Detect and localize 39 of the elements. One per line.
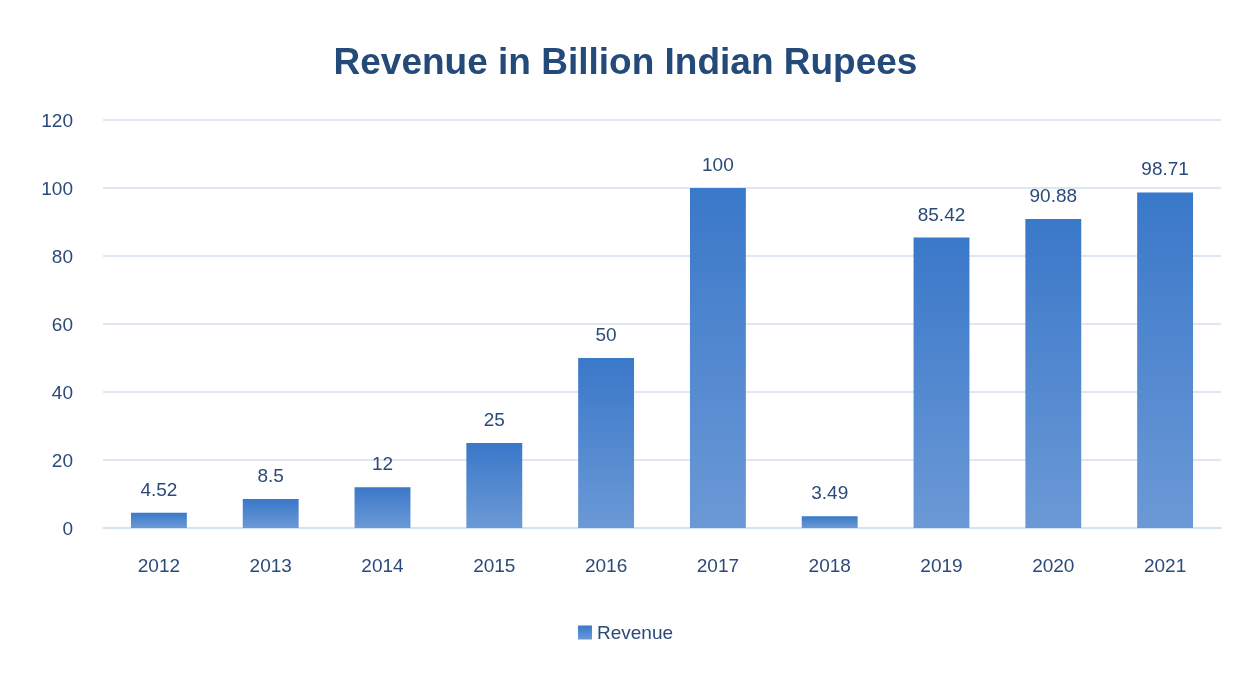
data-label: 8.5 [257,465,284,487]
x-tick-label: 2016 [584,555,628,576]
data-label: 100 [702,154,734,175]
x-tick-label: 2020 [1032,555,1075,576]
x-tick-label: 2013 [249,555,292,576]
x-tick-label: 2021 [1143,555,1187,576]
legend-label: Revenue [596,622,674,643]
bar [913,237,970,528]
y-tick-label: 80 [51,245,73,267]
y-tick-label: 0 [62,517,73,539]
data-label: 3.49 [811,482,849,504]
chart-title: Revenue in Billion Indian Rupees [333,41,918,82]
bar [130,512,187,528]
data-label: 85.42 [917,203,966,225]
x-tick-label: 2017 [696,555,740,576]
y-tick-label: 60 [51,313,73,335]
data-label: 98.71 [1141,158,1189,180]
x-tick-label: 2019 [920,555,963,576]
bar [801,516,858,528]
bar [689,188,746,528]
x-tick-label: 2018 [808,555,851,576]
y-tick-label: 100 [41,177,73,199]
bar [578,358,635,528]
bar [466,443,523,528]
data-label: 90.88 [1029,185,1078,207]
x-tick-label: 2015 [473,555,516,576]
data-label: 12 [371,453,394,475]
x-tick-label: 2014 [361,555,405,576]
y-tick-label: 120 [41,109,73,131]
data-label: 50 [595,324,617,345]
x-tick-label: 2012 [137,555,181,576]
y-tick-label: 20 [51,449,73,471]
bar [354,487,411,528]
bar [1137,192,1194,528]
data-label: 25 [483,409,505,430]
y-tick-label: 40 [51,381,73,403]
data-label: 4.52 [140,478,178,500]
bar [1025,219,1082,528]
bar [242,499,299,528]
